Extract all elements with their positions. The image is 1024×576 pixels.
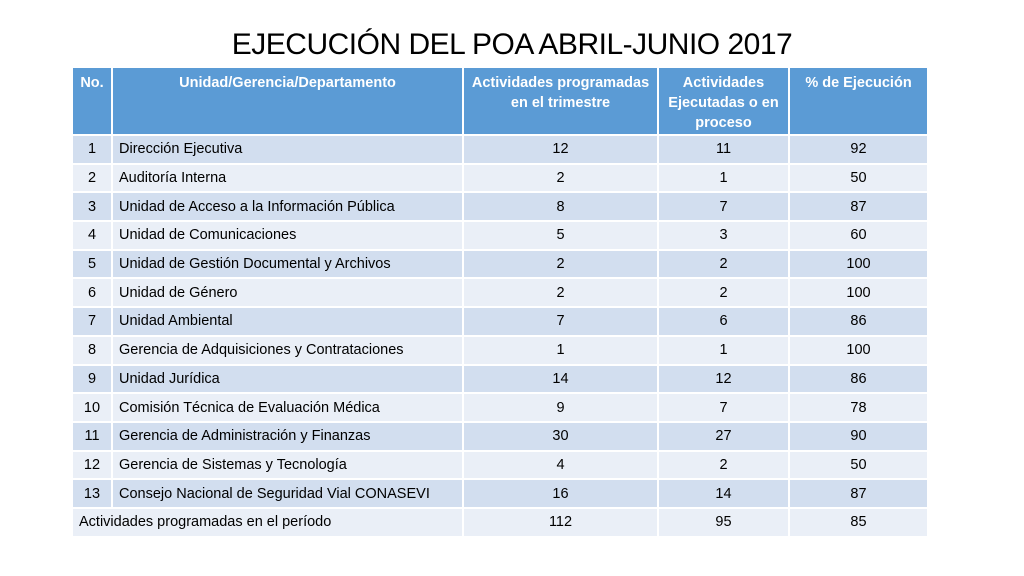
row-number: 11 xyxy=(71,420,113,452)
execution-percent: 86 xyxy=(788,363,929,395)
slide-title: EJECUCIÓN DEL POA ABRIL-JUNIO 2017 xyxy=(231,28,793,61)
executed-count: 2 xyxy=(657,248,790,280)
table-row: 10 Comisión Técnica de Evaluación Médica… xyxy=(71,392,929,423)
column-header-unit: Unidad/Gerencia/Departamento xyxy=(111,66,464,136)
table-row: 13 Consejo Nacional de Seguridad Vial CO… xyxy=(71,478,929,509)
programmed-count: 1 xyxy=(462,334,659,366)
execution-percent: 100 xyxy=(788,248,929,280)
table-row: 6 Unidad de Género 2 2 100 xyxy=(71,277,929,309)
executed-count: 12 xyxy=(657,363,790,395)
row-number: 9 xyxy=(71,363,113,395)
execution-percent: 50 xyxy=(788,162,929,194)
table-row: 7 Unidad Ambiental 7 6 86 xyxy=(71,306,929,337)
column-header-no: No. xyxy=(71,66,113,136)
row-number: 10 xyxy=(71,392,113,423)
table-row: 3 Unidad de Acceso a la Información Públ… xyxy=(71,191,929,223)
programmed-count: 2 xyxy=(462,248,659,280)
executed-count: 7 xyxy=(657,191,790,223)
unit-name: Unidad de Gestión Documental y Archivos xyxy=(111,248,464,280)
table-row: 2 Auditoría Interna 2 1 50 xyxy=(71,162,929,194)
programmed-count: 12 xyxy=(462,134,659,165)
row-number: 3 xyxy=(71,191,113,223)
execution-percent: 92 xyxy=(788,134,929,165)
executed-count: 2 xyxy=(657,277,790,309)
execution-percent: 60 xyxy=(788,220,929,251)
unit-name: Consejo Nacional de Seguridad Vial CONAS… xyxy=(111,478,464,509)
row-number: 13 xyxy=(71,478,113,509)
execution-percent: 87 xyxy=(788,478,929,509)
row-number: 8 xyxy=(71,334,113,366)
total-row: Actividades programadas en el período 11… xyxy=(71,506,929,538)
executed-count: 1 xyxy=(657,162,790,194)
execution-percent: 78 xyxy=(788,392,929,423)
unit-name: Unidad de Comunicaciones xyxy=(111,220,464,251)
programmed-count: 2 xyxy=(462,277,659,309)
executed-count: 2 xyxy=(657,449,790,481)
table-row: 4 Unidad de Comunicaciones 5 3 60 xyxy=(71,220,929,251)
executed-count: 1 xyxy=(657,334,790,366)
executed-count: 3 xyxy=(657,220,790,251)
poa-table: No. Unidad/Gerencia/Departamento Activid… xyxy=(71,66,929,538)
programmed-count: 8 xyxy=(462,191,659,223)
table-header-row: No. Unidad/Gerencia/Departamento Activid… xyxy=(71,66,929,136)
executed-count: 6 xyxy=(657,306,790,337)
table-row: 11 Gerencia de Administración y Finanzas… xyxy=(71,420,929,452)
programmed-count: 5 xyxy=(462,220,659,251)
executed-count: 27 xyxy=(657,420,790,452)
executed-count: 7 xyxy=(657,392,790,423)
execution-percent: 50 xyxy=(788,449,929,481)
table-row: 12 Gerencia de Sistemas y Tecnología 4 2… xyxy=(71,449,929,481)
row-number: 2 xyxy=(71,162,113,194)
executed-count: 14 xyxy=(657,478,790,509)
column-header-percent: % de Ejecución xyxy=(788,66,929,136)
unit-name: Dirección Ejecutiva xyxy=(111,134,464,165)
programmed-count: 30 xyxy=(462,420,659,452)
row-number: 6 xyxy=(71,277,113,309)
unit-name: Gerencia de Sistemas y Tecnología xyxy=(111,449,464,481)
programmed-count: 14 xyxy=(462,363,659,395)
row-number: 12 xyxy=(71,449,113,481)
unit-name: Comisión Técnica de Evaluación Médica xyxy=(111,392,464,423)
unit-name: Unidad Ambiental xyxy=(111,306,464,337)
column-header-executed: Actividades Ejecutadas o en proceso xyxy=(657,66,790,136)
execution-percent: 100 xyxy=(788,277,929,309)
programmed-count: 2 xyxy=(462,162,659,194)
unit-name: Auditoría Interna xyxy=(111,162,464,194)
table-row: 9 Unidad Jurídica 14 12 86 xyxy=(71,363,929,395)
execution-percent: 87 xyxy=(788,191,929,223)
programmed-count: 16 xyxy=(462,478,659,509)
unit-name: Unidad Jurídica xyxy=(111,363,464,395)
execution-percent: 100 xyxy=(788,334,929,366)
total-programmed: 112 xyxy=(462,506,659,538)
executed-count: 11 xyxy=(657,134,790,165)
unit-name: Unidad de Acceso a la Información Públic… xyxy=(111,191,464,223)
row-number: 1 xyxy=(71,134,113,165)
total-executed: 95 xyxy=(657,506,790,538)
execution-percent: 90 xyxy=(788,420,929,452)
programmed-count: 7 xyxy=(462,306,659,337)
table-row: 8 Gerencia de Adquisiciones y Contrataci… xyxy=(71,334,929,366)
programmed-count: 9 xyxy=(462,392,659,423)
total-label: Actividades programadas en el período xyxy=(71,506,464,538)
table-row: 5 Unidad de Gestión Documental y Archivo… xyxy=(71,248,929,280)
unit-name: Gerencia de Administración y Finanzas xyxy=(111,420,464,452)
row-number: 4 xyxy=(71,220,113,251)
row-number: 5 xyxy=(71,248,113,280)
total-percent: 85 xyxy=(788,506,929,538)
execution-percent: 86 xyxy=(788,306,929,337)
row-number: 7 xyxy=(71,306,113,337)
unit-name: Unidad de Género xyxy=(111,277,464,309)
column-header-programmed: Actividades programadas en el trimestre xyxy=(462,66,659,136)
unit-name: Gerencia de Adquisiciones y Contratacion… xyxy=(111,334,464,366)
table-row: 1 Dirección Ejecutiva 12 11 92 xyxy=(71,134,929,165)
programmed-count: 4 xyxy=(462,449,659,481)
